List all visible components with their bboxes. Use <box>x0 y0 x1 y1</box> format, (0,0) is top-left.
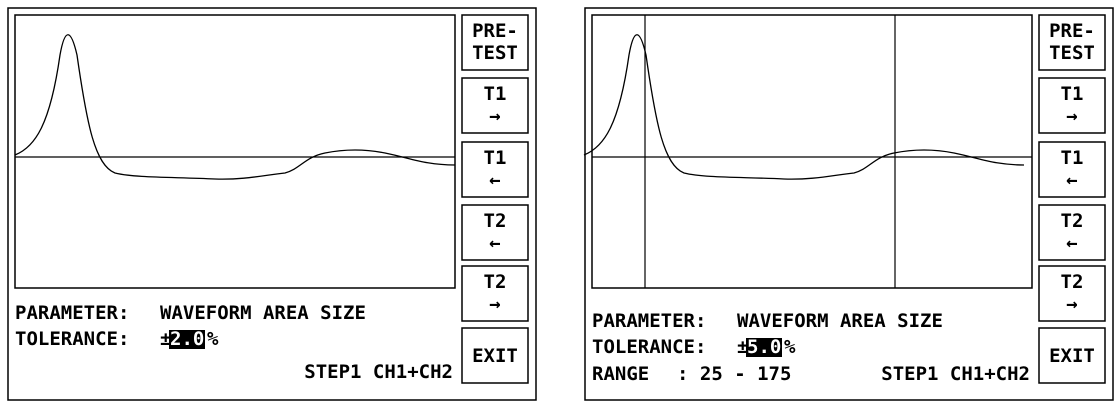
button-frame[interactable] <box>461 77 529 134</box>
button-frame[interactable] <box>1038 77 1106 134</box>
status: STEP1 CH1+CH2 <box>881 363 1030 385</box>
button-label[interactable]: ← <box>489 169 500 191</box>
range-label: RANGE <box>592 363 649 385</box>
button-label[interactable]: → <box>489 293 500 315</box>
button[interactable]: PRE-TEST <box>1038 14 1106 71</box>
tolerance-unit: % <box>207 328 219 350</box>
parameter-label: PARAMETER: <box>15 302 129 324</box>
parameter-value: WAVEFORM AREA SIZE <box>737 310 943 332</box>
status: STEP1 CH1+CH2 <box>304 361 453 383</box>
waveform <box>583 34 1025 180</box>
button[interactable]: T2← <box>461 204 529 261</box>
plot-area <box>14 14 456 289</box>
button[interactable]: EXIT <box>1038 327 1106 384</box>
button-label[interactable]: T1 <box>484 83 507 105</box>
button-label[interactable]: T2 <box>484 271 507 293</box>
tolerance-label: TOLERANCE: <box>592 336 706 358</box>
button-label[interactable]: TEST <box>472 42 518 64</box>
button[interactable]: T2← <box>1038 204 1106 261</box>
screen-frame <box>584 7 1114 401</box>
button-frame[interactable] <box>1038 141 1106 198</box>
tolerance-sign: ± <box>160 328 171 350</box>
screen-frame <box>7 7 537 401</box>
button-label[interactable]: EXIT <box>1049 345 1095 367</box>
parameter-label: PARAMETER: <box>592 310 706 332</box>
button-frame[interactable] <box>1038 327 1106 384</box>
button-label[interactable]: T1 <box>484 147 507 169</box>
button-label[interactable]: → <box>489 105 500 127</box>
tolerance-value: 5.0 <box>747 336 781 358</box>
button-label[interactable]: PRE- <box>472 20 518 42</box>
tolerance-sign: ± <box>737 336 748 358</box>
button-label[interactable]: T2 <box>1061 210 1084 232</box>
button[interactable]: T1← <box>1038 141 1106 198</box>
button-frame[interactable] <box>461 265 529 322</box>
button[interactable]: T2→ <box>461 265 529 322</box>
button-label[interactable]: → <box>1066 105 1077 127</box>
button[interactable]: T1← <box>461 141 529 198</box>
button-label[interactable]: ← <box>1066 232 1077 254</box>
button-frame[interactable] <box>461 204 529 261</box>
button-label[interactable]: T1 <box>1061 83 1084 105</box>
tolerance-label: TOLERANCE: <box>15 328 129 350</box>
button-frame[interactable] <box>461 141 529 198</box>
button-label[interactable]: ← <box>489 232 500 254</box>
button[interactable]: T2→ <box>1038 265 1106 322</box>
parameter-value: WAVEFORM AREA SIZE <box>160 302 366 324</box>
tolerance-value: 2.0 <box>170 328 204 350</box>
button-frame[interactable] <box>461 14 529 71</box>
tolerance-highlight <box>169 330 205 349</box>
button-label[interactable]: EXIT <box>472 345 518 367</box>
button[interactable]: EXIT <box>461 327 529 384</box>
button-frame[interactable] <box>1038 265 1106 322</box>
button-label[interactable]: T1 <box>1061 147 1084 169</box>
tolerance-highlight <box>746 338 782 357</box>
button-label[interactable]: TEST <box>1049 42 1095 64</box>
button-label[interactable]: T2 <box>1061 271 1084 293</box>
button-frame[interactable] <box>461 327 529 384</box>
range-value: : 25 - 175 <box>677 363 791 385</box>
waveform <box>14 34 456 180</box>
button-label[interactable]: → <box>1066 293 1077 315</box>
button[interactable]: T1→ <box>461 77 529 134</box>
button-label[interactable]: T2 <box>484 210 507 232</box>
tolerance-unit: % <box>784 336 796 358</box>
button[interactable]: PRE-TEST <box>461 14 529 71</box>
button[interactable]: T1→ <box>1038 77 1106 134</box>
button-frame[interactable] <box>1038 204 1106 261</box>
button-frame[interactable] <box>1038 14 1106 71</box>
button-label[interactable]: ← <box>1066 169 1077 191</box>
button-label[interactable]: PRE- <box>1049 20 1095 42</box>
plot-area <box>591 14 1033 289</box>
